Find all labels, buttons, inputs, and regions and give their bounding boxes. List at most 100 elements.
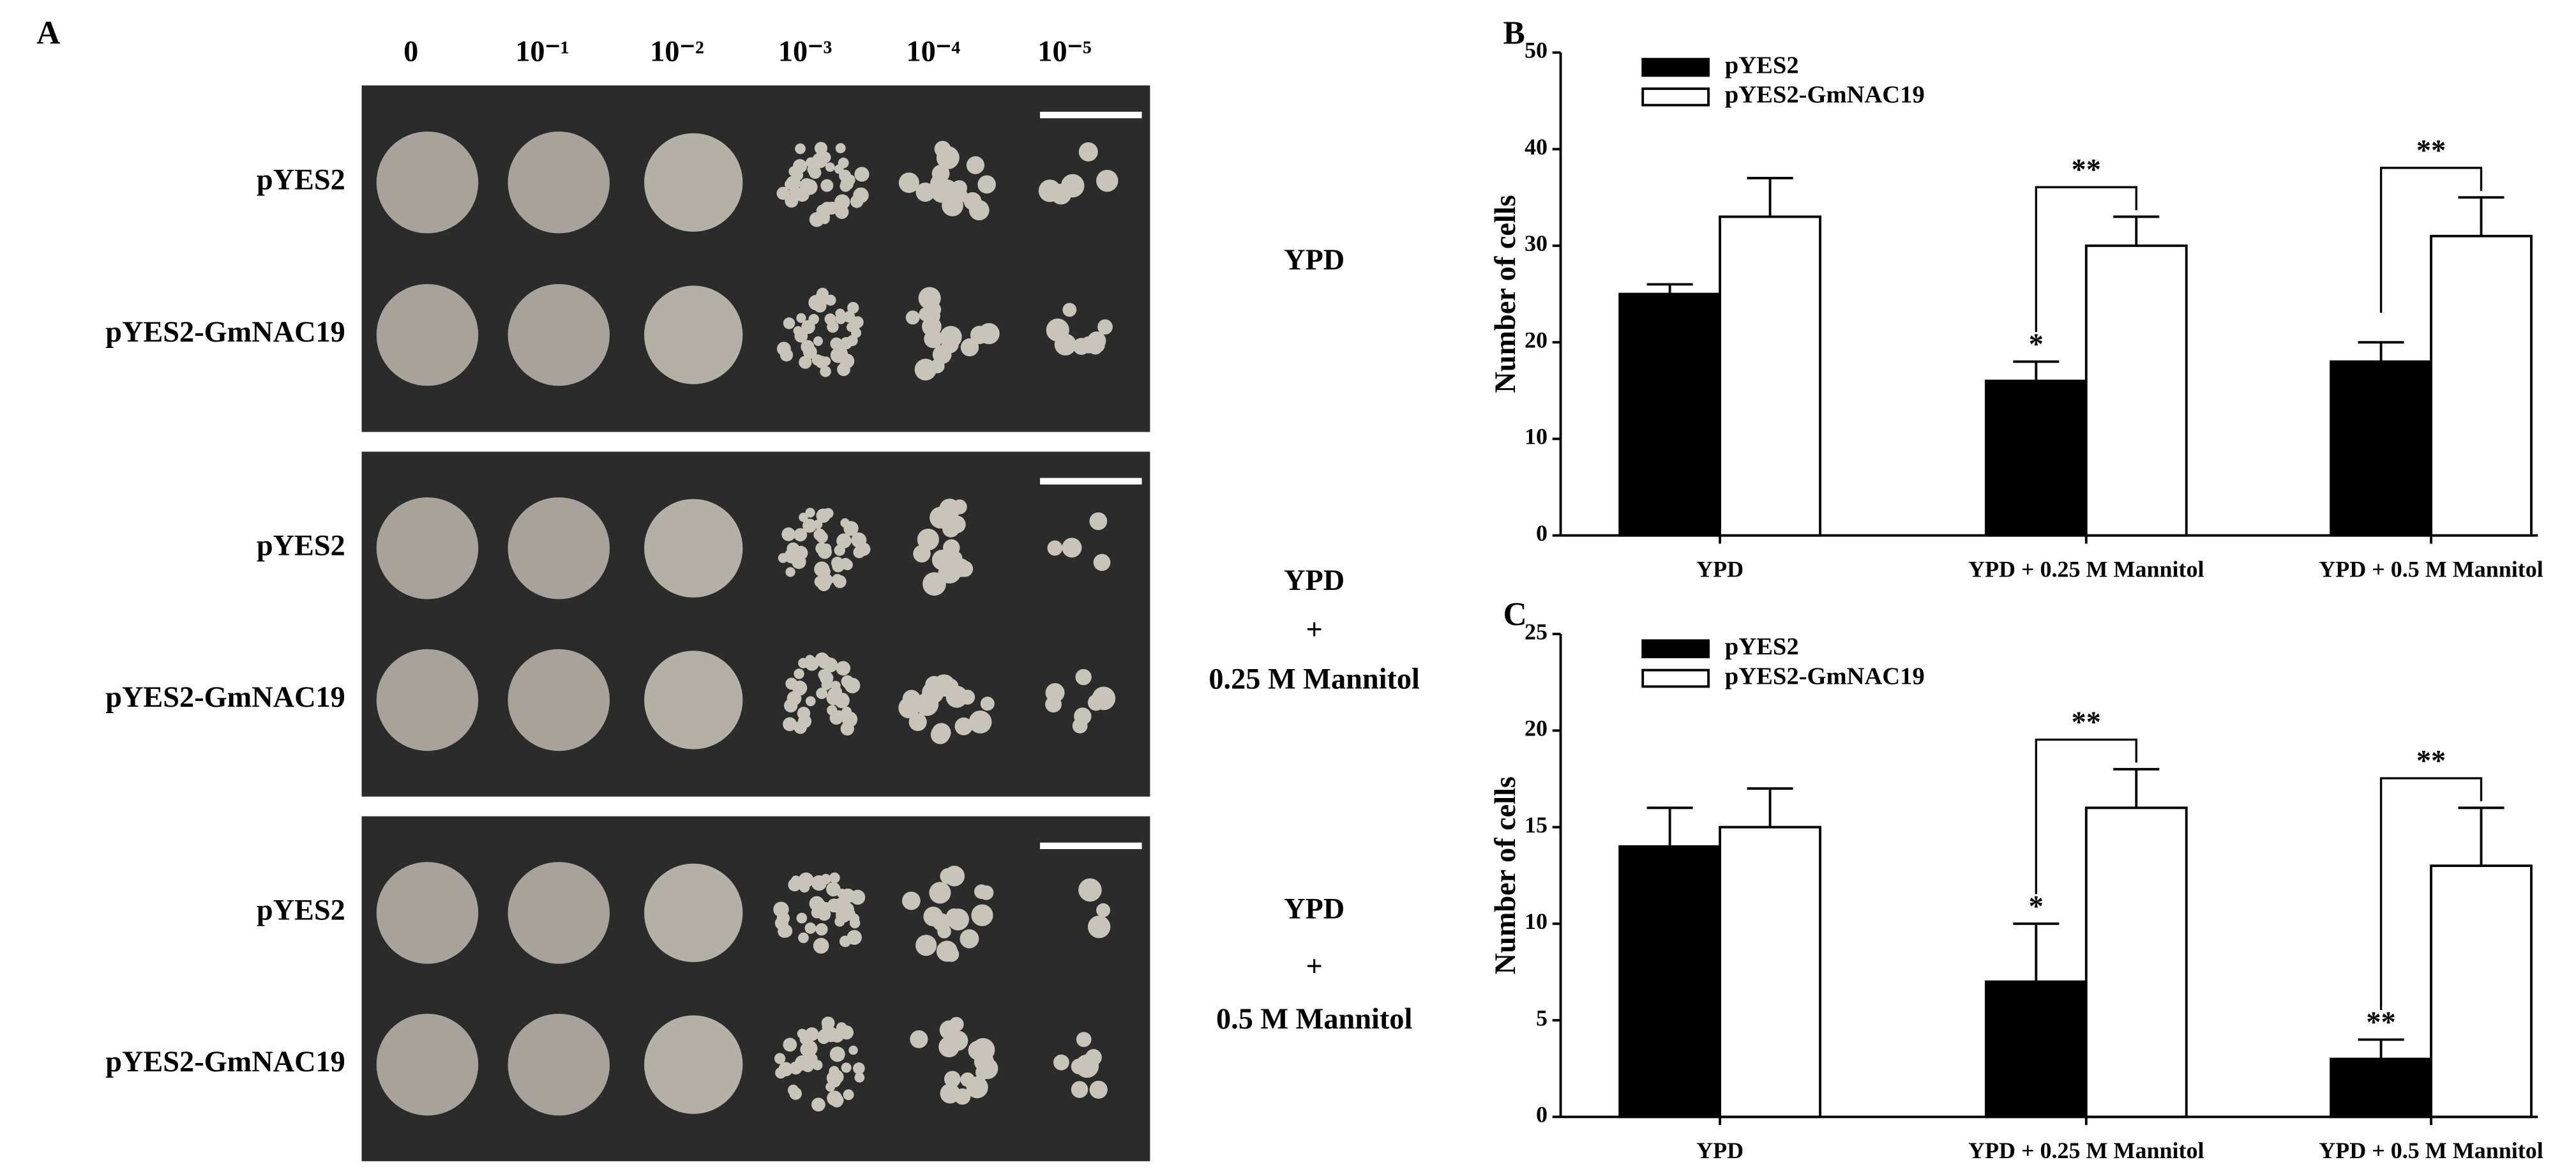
colony [831, 686, 843, 697]
colony [834, 897, 848, 912]
colony [826, 1071, 841, 1085]
legend-swatch [1641, 639, 1710, 658]
legend-label: pYES2 [1725, 633, 1799, 660]
strain-label: pYES2-GmNAC19 [105, 681, 345, 714]
colony [931, 549, 953, 571]
colony [841, 706, 852, 717]
error-bar [1747, 787, 1793, 827]
colony [901, 891, 921, 910]
colony [783, 1037, 797, 1052]
colony [834, 205, 849, 219]
condition-label: 0.25 M Mannitol [1209, 663, 1420, 695]
colony [910, 1030, 928, 1048]
colony [821, 901, 831, 912]
error-bar [2113, 767, 2160, 808]
colony-spot [376, 649, 479, 751]
colony [787, 542, 800, 555]
x-tick-label: YPD [1696, 1138, 1744, 1163]
colony-spot [644, 285, 743, 384]
strain-label: pYES2 [257, 163, 345, 196]
colony [1078, 142, 1098, 162]
colony [829, 711, 843, 725]
colony [929, 882, 951, 904]
significance-bracket [2379, 777, 2483, 1011]
colony [832, 559, 845, 573]
colony [797, 714, 812, 728]
colony [1092, 686, 1116, 711]
significance-label: ** [2072, 706, 2101, 739]
colony [829, 1046, 845, 1062]
colony [809, 212, 825, 227]
colony [977, 175, 996, 194]
colony [1060, 174, 1085, 198]
colony [840, 177, 854, 190]
dilution-label: 0 [403, 36, 418, 68]
colony [915, 935, 937, 956]
bar [2084, 806, 2188, 1119]
colony [799, 178, 814, 193]
colony [1045, 696, 1062, 713]
colony [785, 194, 799, 208]
strain-label: pYES2 [257, 894, 345, 926]
bar [2084, 244, 2188, 537]
colony [795, 685, 806, 696]
colony [938, 1036, 960, 1058]
significance-bracket [2035, 738, 2137, 894]
colony [1075, 1054, 1099, 1078]
colony [780, 348, 794, 362]
plate [361, 451, 1150, 797]
colony [931, 165, 950, 183]
colony [1088, 340, 1103, 355]
colony [821, 356, 831, 366]
colony [815, 923, 828, 936]
colony [960, 929, 979, 949]
colony-spot [644, 499, 743, 598]
colony [1075, 668, 1092, 686]
colony [834, 916, 845, 927]
colony [830, 347, 846, 363]
colony [918, 287, 941, 310]
error-bar [2458, 806, 2504, 866]
error-bar [1646, 283, 1693, 294]
colony [827, 320, 839, 333]
colony [1076, 1032, 1092, 1048]
colony [854, 167, 870, 182]
significance-mark: ** [2366, 1006, 2395, 1039]
significance-mark: * [2029, 328, 2044, 361]
colony [795, 143, 806, 155]
colony [944, 946, 960, 962]
colony [968, 710, 992, 734]
bar [2330, 1057, 2432, 1119]
colony [952, 499, 967, 515]
colony [819, 573, 833, 587]
colony [820, 201, 834, 216]
colony [816, 531, 828, 543]
colony [796, 313, 806, 323]
colony [939, 1020, 960, 1040]
plate [361, 816, 1150, 1161]
colony [829, 872, 840, 884]
colony [826, 882, 841, 897]
significance-label: ** [2416, 744, 2446, 777]
bar [1618, 845, 1722, 1119]
dilution-label: 10⁻² [650, 36, 704, 68]
colony [835, 313, 847, 324]
colony [931, 723, 951, 743]
colony [971, 904, 993, 926]
colony [1053, 1054, 1069, 1071]
colony-spot [376, 862, 479, 964]
y-tick-label: 15 [1525, 812, 1548, 838]
y-tick-label: 50 [1525, 38, 1548, 63]
colony [925, 675, 944, 695]
colony [934, 140, 951, 158]
colony [978, 322, 1000, 345]
colony [813, 336, 824, 346]
colony [805, 508, 815, 518]
colony [778, 924, 791, 938]
colony-spot [508, 283, 610, 386]
colony [799, 1032, 813, 1045]
colony [940, 868, 956, 884]
condition-label: + [1306, 950, 1322, 983]
colony [915, 183, 935, 202]
